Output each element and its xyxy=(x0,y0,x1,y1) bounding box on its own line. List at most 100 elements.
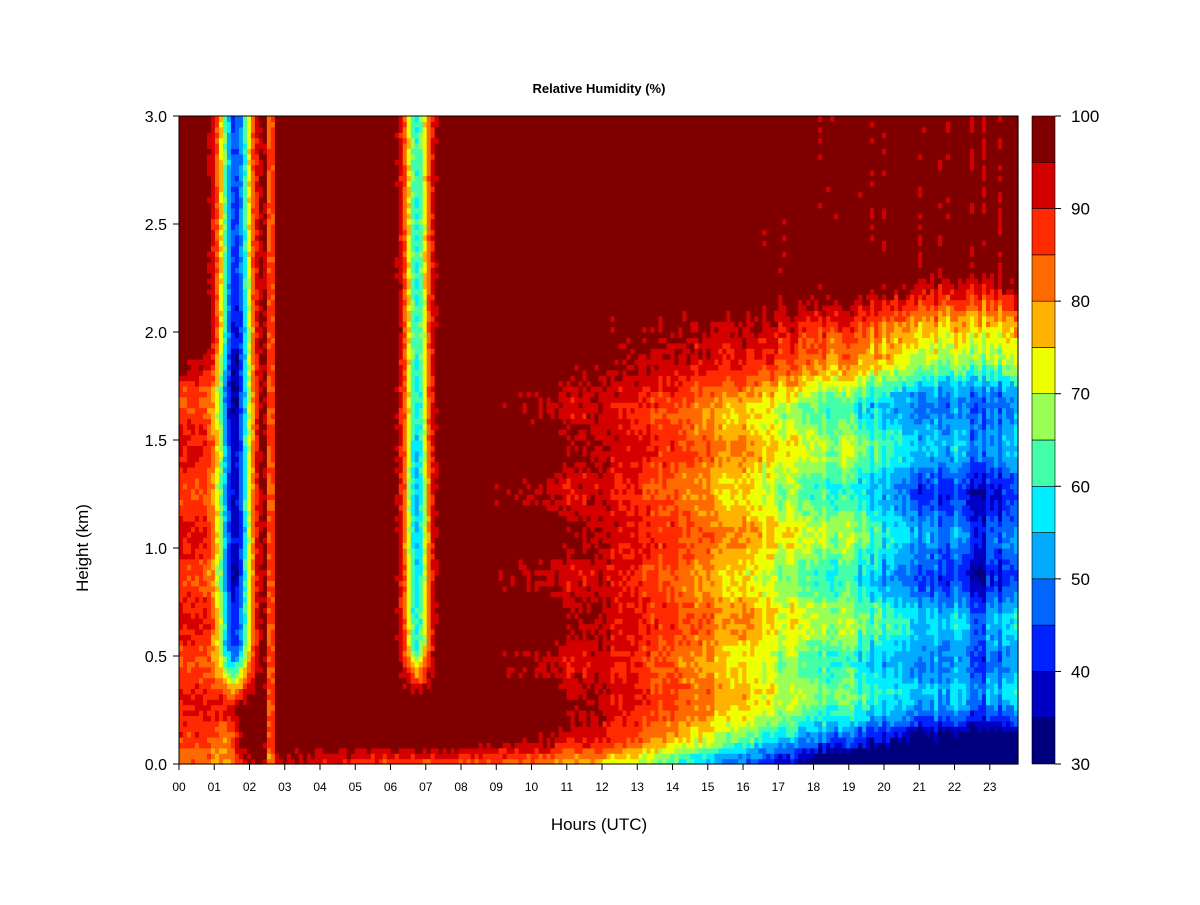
heatmap-cell xyxy=(259,424,264,430)
heatmap-cell xyxy=(323,629,328,635)
heatmap-cell xyxy=(303,273,308,279)
heatmap-cell xyxy=(195,532,200,538)
heatmap-cell xyxy=(295,197,300,203)
heatmap-cell xyxy=(203,316,208,322)
heatmap-cell xyxy=(319,742,324,748)
heatmap-cell xyxy=(195,699,200,705)
heatmap-cell xyxy=(295,208,300,214)
heatmap-cell xyxy=(283,667,288,673)
heatmap-cell xyxy=(319,408,324,414)
heatmap-cell xyxy=(279,235,284,241)
heatmap-cell xyxy=(223,705,228,711)
heatmap-cell xyxy=(259,170,264,176)
heatmap-cell xyxy=(335,661,340,667)
heatmap-cell xyxy=(231,316,236,322)
heatmap-cell xyxy=(335,127,340,133)
heatmap-cell xyxy=(227,381,232,387)
heatmap-cell xyxy=(247,327,252,333)
heatmap-cell xyxy=(247,413,252,419)
heatmap-cell xyxy=(295,445,300,451)
heatmap-cell xyxy=(287,683,292,689)
heatmap-cell xyxy=(311,564,316,570)
heatmap-cell xyxy=(203,300,208,306)
heatmap-cell xyxy=(187,521,192,527)
heatmap-cell xyxy=(263,710,268,716)
heatmap-cell xyxy=(247,148,252,154)
heatmap-cell xyxy=(307,748,312,754)
heatmap-cell xyxy=(287,472,292,478)
heatmap-cell xyxy=(199,715,204,721)
heatmap-cell xyxy=(191,440,196,446)
heatmap-cell xyxy=(255,597,260,603)
heatmap-cell xyxy=(283,305,288,311)
heatmap-cell xyxy=(231,694,236,700)
heatmap-cell xyxy=(255,640,260,646)
heatmap-cell xyxy=(251,526,256,532)
heatmap-cell xyxy=(219,580,224,586)
heatmap-cell xyxy=(311,688,316,694)
heatmap-cell xyxy=(215,705,220,711)
heatmap-cell xyxy=(331,273,336,279)
heatmap-cell xyxy=(183,413,188,419)
heatmap-cell xyxy=(195,494,200,500)
heatmap-cell xyxy=(211,472,216,478)
heatmap-cell xyxy=(311,283,316,289)
heatmap-cell xyxy=(243,499,248,505)
heatmap-cell xyxy=(207,462,212,468)
heatmap-cell xyxy=(183,580,188,586)
heatmap-cell xyxy=(263,408,268,414)
heatmap-cell xyxy=(267,251,272,257)
heatmap-cell xyxy=(343,683,348,689)
heatmap-cell xyxy=(315,705,320,711)
heatmap-cell xyxy=(207,667,212,673)
heatmap-cell xyxy=(235,683,240,689)
heatmap-cell xyxy=(267,618,272,624)
heatmap-cell xyxy=(307,375,312,381)
heatmap-cell xyxy=(235,229,240,235)
heatmap-cell xyxy=(227,645,232,651)
heatmap-cell xyxy=(207,370,212,376)
heatmap-cell xyxy=(203,251,208,257)
heatmap-cell xyxy=(215,634,220,640)
heatmap-cell xyxy=(275,197,280,203)
heatmap-cell xyxy=(239,694,244,700)
heatmap-cell xyxy=(319,521,324,527)
heatmap-cell xyxy=(231,462,236,468)
heatmap-cell xyxy=(207,327,212,333)
heatmap-cell xyxy=(247,181,252,187)
heatmap-cell xyxy=(303,548,308,554)
heatmap-cell xyxy=(235,456,240,462)
heatmap-cell xyxy=(251,402,256,408)
heatmap-cell xyxy=(263,516,268,522)
heatmap-cell xyxy=(323,613,328,619)
heatmap-cell xyxy=(267,499,272,505)
heatmap-cell xyxy=(231,634,236,640)
heatmap-cell xyxy=(203,192,208,198)
heatmap-cell xyxy=(243,462,248,468)
heatmap-cell xyxy=(247,462,252,468)
heatmap-cell xyxy=(263,726,268,732)
heatmap-cell xyxy=(283,418,288,424)
heatmap-cell xyxy=(179,343,184,349)
heatmap-cell xyxy=(315,451,320,457)
heatmap-cell xyxy=(335,386,340,392)
heatmap-cell xyxy=(303,532,308,538)
heatmap-cell xyxy=(275,332,280,338)
heatmap-cell xyxy=(319,678,324,684)
heatmap-cell xyxy=(183,154,188,160)
heatmap-cell xyxy=(271,386,276,392)
heatmap-cell xyxy=(331,483,336,489)
heatmap-cell xyxy=(231,197,236,203)
heatmap-cell xyxy=(227,472,232,478)
heatmap-cell xyxy=(251,742,256,748)
heatmap-cell xyxy=(179,370,184,376)
heatmap-cell xyxy=(299,678,304,684)
heatmap-cell xyxy=(179,213,184,219)
heatmap-cell xyxy=(259,181,264,187)
heatmap-cell xyxy=(319,305,324,311)
heatmap-cell xyxy=(223,273,228,279)
heatmap-cell xyxy=(291,753,296,759)
heatmap-cell xyxy=(235,483,240,489)
heatmap-cell xyxy=(275,267,280,273)
heatmap-cell xyxy=(247,537,252,543)
